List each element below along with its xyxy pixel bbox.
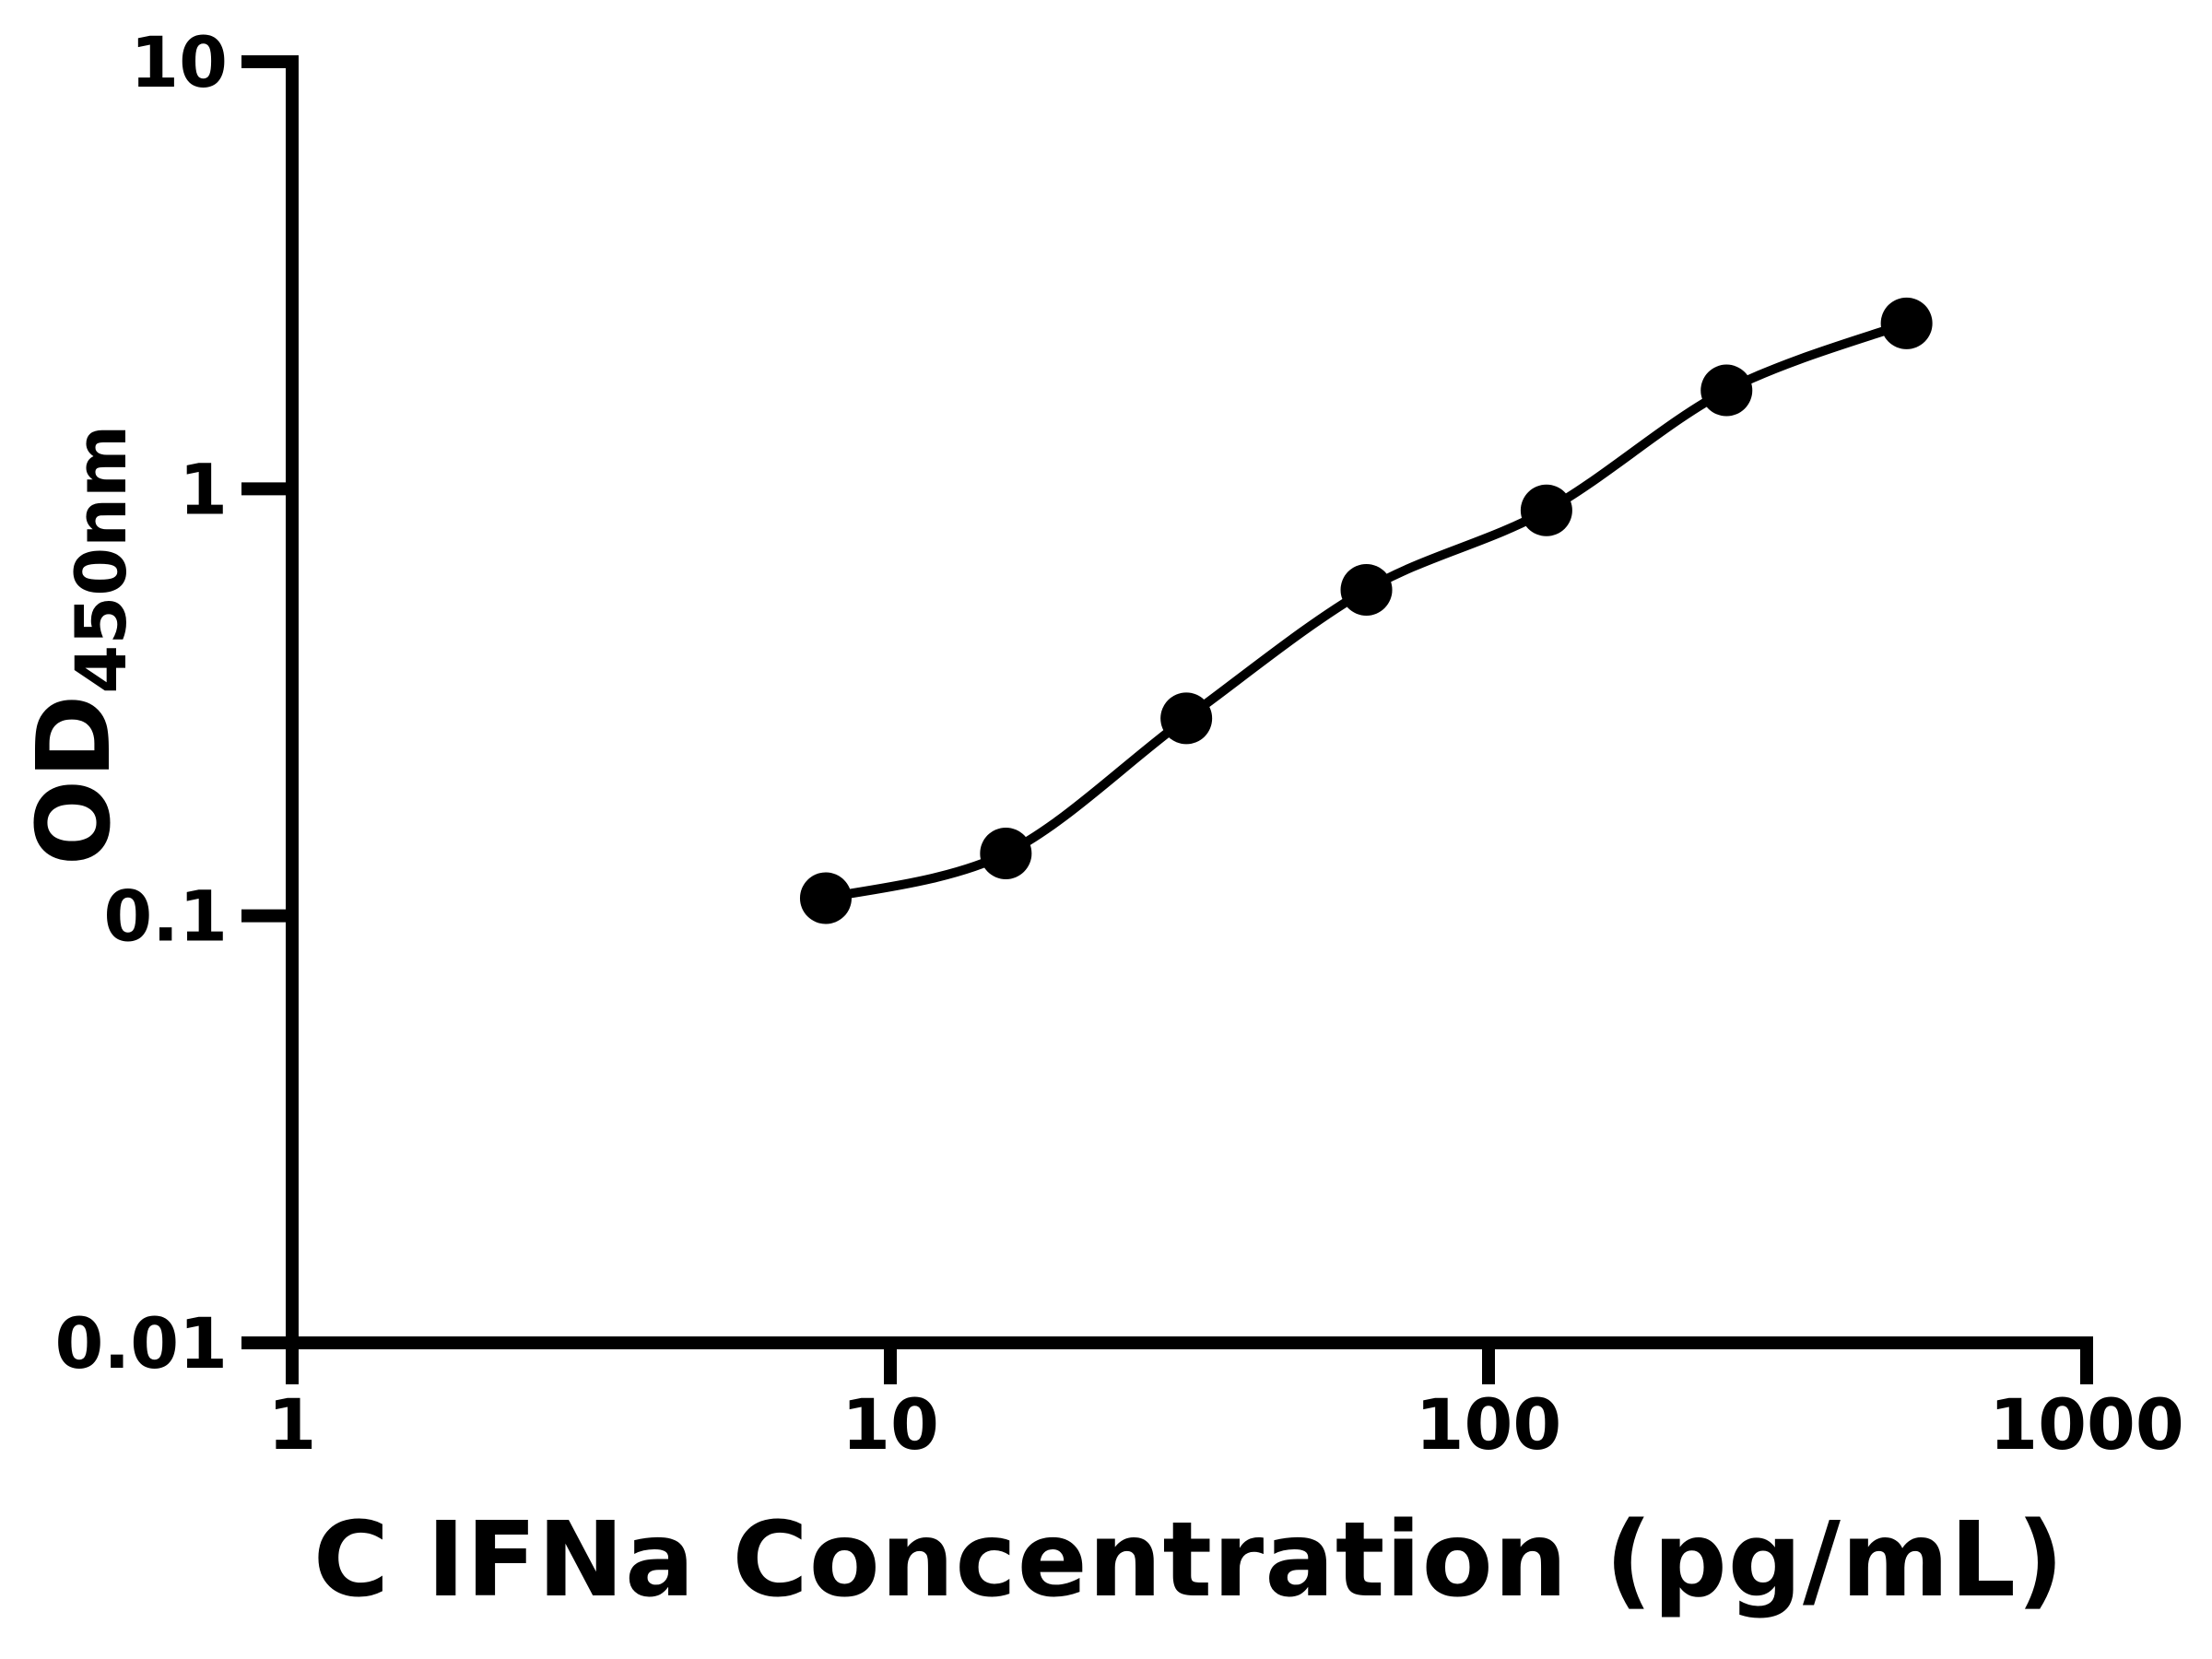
y-axis-title: OD450nm (15, 425, 142, 866)
y-axis-title-subscript: 450nm (60, 424, 142, 694)
data-point-500 (1880, 297, 1933, 349)
y-tick-label-10: 10 (130, 21, 228, 103)
data-point-7.8 (799, 872, 852, 924)
y-tick-label-0.01: 0.01 (54, 1302, 228, 1384)
data-point-62.5 (1340, 563, 1393, 616)
y-axis-title-main: OD (15, 693, 133, 866)
x-axis-title: C IFNa Concentration (pg/mL) (313, 1500, 2065, 1620)
data-point-125 (1520, 484, 1572, 536)
data-point-31.25 (1160, 692, 1213, 745)
data-point-250 (1700, 364, 1753, 417)
x-axis-title-text: C IFNa Concentration (pg/mL) (312, 1500, 2065, 1620)
data-point-15.6 (980, 827, 1032, 879)
y-tick-label-0.1: 0.1 (103, 876, 228, 958)
x-tick-label-100: 100 (1416, 1383, 1562, 1465)
x-tick-label-10: 10 (841, 1383, 939, 1465)
x-tick-label-1000: 1000 (1989, 1383, 2184, 1465)
x-tick-label-1: 1 (268, 1383, 317, 1465)
y-tick-label-1: 1 (179, 448, 228, 530)
